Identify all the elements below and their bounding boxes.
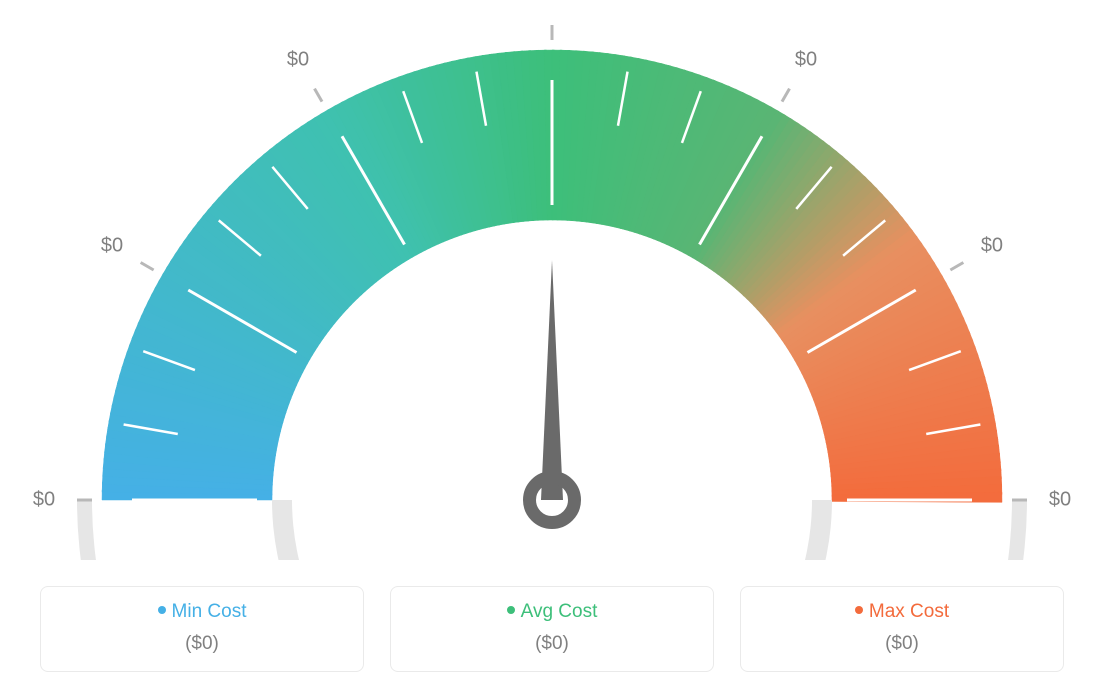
gauge-svg (0, 0, 1104, 560)
gauge-tick-label: $0 (795, 49, 817, 72)
legend-dot-avg (507, 606, 515, 614)
legend-label-min: Min Cost (172, 601, 247, 622)
legend-dot-max (855, 606, 863, 614)
legend-label-max: Max Cost (869, 601, 949, 622)
legend-value-avg: ($0) (401, 633, 703, 655)
legend-card-max: Max Cost ($0) (740, 586, 1064, 672)
legend-card-min: Min Cost ($0) (40, 586, 364, 672)
legend-card-avg: Avg Cost ($0) (390, 586, 714, 672)
cost-gauge: $0 $0 $0 $0 $0 $0 $0 (0, 0, 1104, 560)
legend-value-min: ($0) (51, 633, 353, 655)
legend-label-avg: Avg Cost (521, 601, 598, 622)
legend-value-max: ($0) (751, 633, 1053, 655)
gauge-tick-label: $0 (1049, 489, 1071, 512)
legend-title-min: Min Cost (51, 601, 353, 623)
gauge-tick-label: $0 (541, 0, 563, 4)
legend-title-max: Max Cost (751, 601, 1053, 623)
legend-row: Min Cost ($0) Avg Cost ($0) Max Cost ($0… (40, 586, 1064, 672)
gauge-tick-label: $0 (981, 235, 1003, 258)
legend-dot-min (158, 606, 166, 614)
legend-title-avg: Avg Cost (401, 601, 703, 623)
gauge-tick-label: $0 (101, 235, 123, 258)
gauge-tick-label: $0 (287, 49, 309, 72)
gauge-tick-label: $0 (33, 489, 55, 512)
